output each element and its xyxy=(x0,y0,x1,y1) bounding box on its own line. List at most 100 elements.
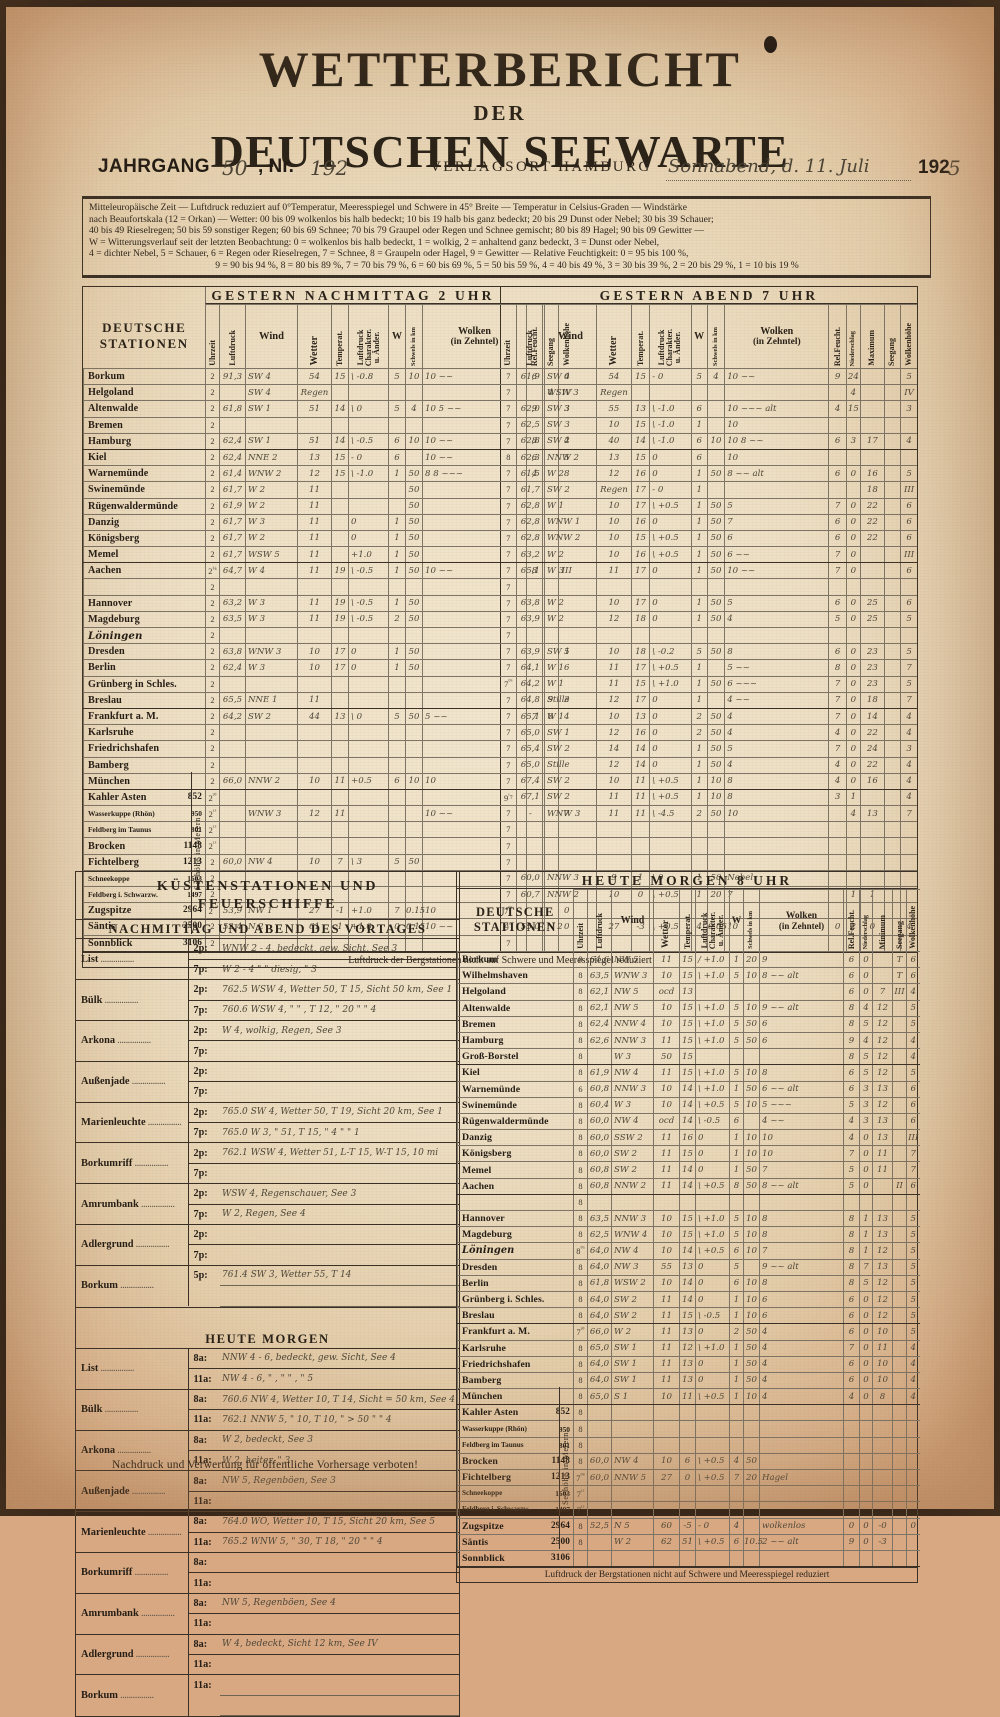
cell-schweb: 50 xyxy=(743,1339,760,1357)
cell-wind: W 2 xyxy=(611,1323,654,1341)
cell-temperat xyxy=(331,691,349,709)
cell-uhrzeit: 2 xyxy=(205,756,220,774)
cell-w: 5 xyxy=(388,853,406,871)
cell-relfeucht: 9 xyxy=(828,367,847,386)
cell-schweb: 50 xyxy=(743,1452,760,1471)
afternoon-section-title: GESTERN NACHMITTAG 2 UHR xyxy=(205,287,500,304)
cell-wind: WNW 3 xyxy=(245,805,298,823)
cell-w: 1 xyxy=(388,546,406,564)
coastal-value-2: 762.1 NNW 5, " 10, T 10, " > 50 " " 4 xyxy=(220,1409,459,1431)
cell-schweb xyxy=(706,448,726,467)
cell-luftdruck: 62,1 xyxy=(587,999,612,1017)
cell-w: 5 xyxy=(388,367,406,386)
cell-wind: W 1 xyxy=(543,659,598,677)
cell-maximum: 16 xyxy=(859,772,885,790)
cell-seegang xyxy=(892,1096,907,1114)
cell-temperat: 13 xyxy=(679,1258,696,1276)
cell-minimum: 12 xyxy=(872,1274,893,1292)
cell-temperat: 16 xyxy=(679,1129,696,1147)
col-w: W xyxy=(388,304,406,369)
cell-uhrzeit: 7 xyxy=(501,546,517,564)
cell-w: 1 xyxy=(690,610,708,629)
cell-charakter: \ -4.5 xyxy=(649,805,692,823)
cell-w: 5 xyxy=(729,1015,744,1033)
cell-charakter: 0 xyxy=(695,1161,730,1179)
cell-temperat: 15 xyxy=(679,1064,696,1082)
table-row: 7 WSW 3 Regen 4 IV xyxy=(501,384,917,402)
station-name: Rügenwaldermünde xyxy=(83,497,206,515)
cell-charakter: 0 xyxy=(649,465,692,483)
cell-wolken: 5 ~~~ xyxy=(759,1096,844,1114)
cell-wolkenhoehe: 5 xyxy=(906,1290,920,1309)
cell-temperat: 16 xyxy=(630,465,651,483)
cell-temperat: 18 xyxy=(630,643,651,661)
cell-uhrzeit: 6 xyxy=(573,1080,588,1098)
cell-wolken xyxy=(724,481,830,499)
cell-temperat: 0 xyxy=(679,1468,696,1487)
cell-relfeucht: 7 xyxy=(828,691,847,709)
cell-temperat: 14 xyxy=(679,1290,696,1309)
cell-wolken: 10 xyxy=(724,805,830,823)
cell-w xyxy=(388,756,406,774)
table-row: 7 61,5 W 2 12 16 0 1 50 8 ~~ alt 6 0 16 5 xyxy=(501,465,917,483)
cell-wolken: 8 ~~ alt xyxy=(759,967,844,985)
cell-charakter: \ +1.0 xyxy=(695,967,730,985)
cell-niederschlag: 0 xyxy=(859,967,873,985)
table-row: 7 60,0 NNW 3 9 1 \ 0 1 50 Nebel xyxy=(501,869,917,888)
cell-schweb: 50 xyxy=(706,869,726,888)
cell-charakter xyxy=(649,853,692,871)
cell-wind xyxy=(611,1549,654,1568)
col-seegang: Seegang xyxy=(883,304,902,369)
cell-uhrzeit: 2 xyxy=(205,740,220,758)
col-wolken: Wolken (in Zehntel) xyxy=(759,889,844,952)
cell-luftdruck: 62,0 xyxy=(515,400,545,418)
cell-w xyxy=(729,983,744,1001)
cell-wind: NNE 1 xyxy=(245,691,298,709)
cell-schweb: 10 xyxy=(405,772,423,790)
cell-niederschlag xyxy=(859,1193,873,1212)
cell-charakter: \ +1.0 xyxy=(695,1209,730,1228)
cell-schweb xyxy=(743,983,760,1001)
cell-temperat xyxy=(331,740,349,758)
cell-wind: W 2 xyxy=(543,610,598,629)
cell-w xyxy=(729,1193,744,1212)
cell-wind: WNW 3 xyxy=(611,967,654,985)
cell-niederschlag: 0 xyxy=(859,1355,873,1373)
cell-wetter xyxy=(297,756,332,774)
cell-wolkenhoehe xyxy=(900,837,917,855)
coastal-time-2: 11a: xyxy=(188,1654,220,1676)
cell-seegang xyxy=(883,805,902,823)
cell-uhrzeit xyxy=(573,1549,588,1568)
cell-luftdruck: 62,4 xyxy=(219,448,246,467)
cell-uhrzeit: 7 xyxy=(501,853,517,871)
cell-wetter: Regen xyxy=(297,384,332,402)
cell-schweb xyxy=(743,1549,760,1568)
coastal-station-name: Marienleuchte ................ xyxy=(76,1511,189,1553)
cell-uhrzeit: 8 xyxy=(573,1015,588,1033)
cell-uhrzeit: 2¼ xyxy=(205,562,220,580)
station-name: Wasserkuppe (Rhön) 950 xyxy=(457,1420,574,1438)
cell-wetter xyxy=(297,788,332,807)
cell-charakter xyxy=(649,626,692,645)
cell-w: 6 xyxy=(729,1242,744,1260)
cell-schweb xyxy=(743,1404,760,1422)
cell-uhrzeit: 9¹⁷ xyxy=(501,788,517,807)
coastal-station-name: Amrumbank ................ xyxy=(76,1593,189,1635)
cell-schweb: 10 xyxy=(706,432,726,450)
cell-wolken: 8 xyxy=(724,643,830,661)
coastal-time-1: 8a: xyxy=(188,1348,220,1370)
cell-w: 1 xyxy=(690,659,708,677)
coastal-value-1 xyxy=(220,1224,459,1246)
coastal-time-2: 11a: xyxy=(188,1368,220,1390)
coastal-time-1: 2p: xyxy=(188,1020,220,1042)
cell-w xyxy=(388,837,406,855)
table-row: Altenwalde 8 62,1 NW 5 10 15 \ +1.0 5 10 9 ~~ alt… xyxy=(457,999,920,1017)
cell-schweb xyxy=(706,821,726,839)
cell-luftdruck xyxy=(587,1533,612,1551)
cell-uhrzeit: 8 xyxy=(573,1420,588,1438)
cell-schweb xyxy=(405,448,423,467)
cell-schweb: 50 xyxy=(706,546,726,564)
table-row: 7 63,9 W 2 12 18 0 1 50 4 5 0 25 5 xyxy=(501,610,917,629)
cell-temperat: 14 xyxy=(331,432,349,450)
coastal-time-1: 8a: xyxy=(188,1389,220,1411)
